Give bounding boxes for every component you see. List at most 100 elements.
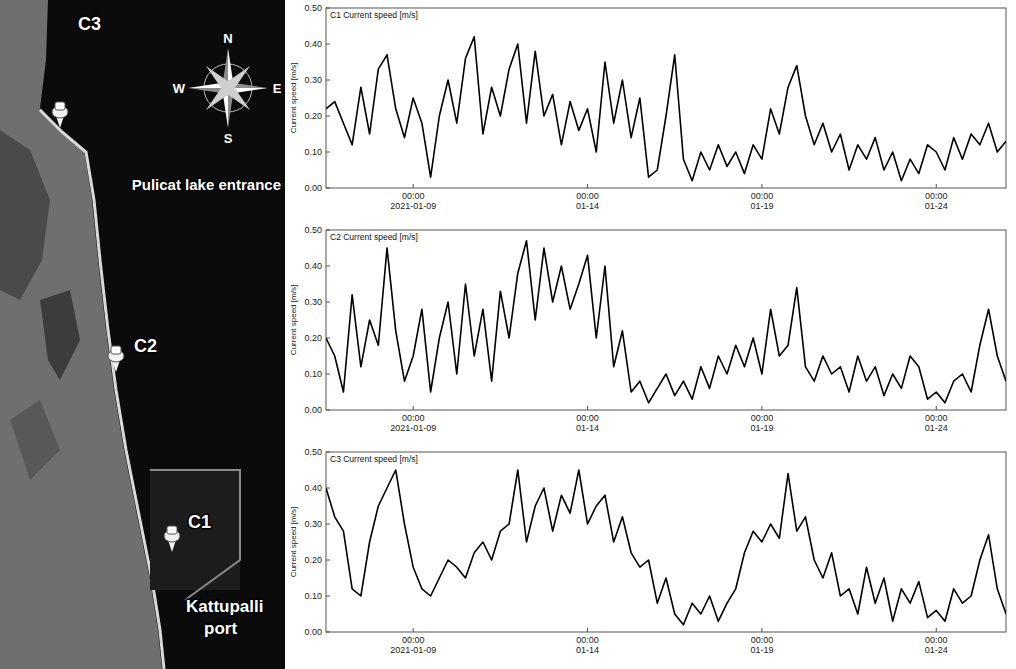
compass-label: W [173, 81, 186, 96]
y-tick-label: 0.50 [304, 225, 322, 235]
x-tick [413, 184, 414, 188]
compass-label: E [273, 81, 282, 96]
station-label: C3 [78, 14, 101, 34]
y-tick [326, 230, 330, 231]
x-tick-label-line: 00:00 [402, 635, 425, 645]
y-tick [326, 524, 330, 525]
y-tick-label: 0.30 [304, 297, 322, 307]
x-tick [936, 184, 937, 188]
x-tick-label-line: 01-14 [576, 645, 599, 655]
y-tick [326, 374, 330, 375]
x-tick-label-line: 01-19 [750, 201, 773, 211]
y-tick [326, 266, 330, 267]
place-label-line: Kattupalli [186, 597, 263, 616]
pin-cap [55, 102, 65, 110]
chart-panel: 0.00 0.10 0.20 0.30 0.40 0.50 00:00 2021-01-09 0… [289, 225, 1006, 433]
y-tick [326, 44, 330, 45]
compass-point [206, 84, 232, 110]
y-tick-label: 0.20 [304, 555, 322, 565]
y-axis-title: Current speed [m/s] [289, 285, 298, 355]
y-tick-label: 0.40 [304, 261, 322, 271]
x-tick-label-line: 2021-01-09 [390, 423, 436, 433]
plot-frame [326, 452, 1006, 632]
y-tick [326, 452, 330, 453]
series-group [326, 37, 1006, 181]
y-tick [326, 80, 330, 81]
land [0, 0, 162, 669]
x-tick-label-line: 2021-01-09 [390, 201, 436, 211]
y-tick [326, 116, 330, 117]
place-label: Kattupalli port [186, 597, 263, 638]
x-tick-label-line: 01-19 [750, 423, 773, 433]
y-tick-label: 0.00 [304, 183, 322, 193]
x-tick-label-line: 00:00 [576, 635, 599, 645]
compass-label: N [223, 31, 232, 46]
x-tick-label: 00:0001-24 [925, 191, 948, 211]
sea [0, 0, 285, 669]
pin-cap [111, 346, 121, 354]
y-tick [326, 188, 330, 189]
lake [40, 290, 80, 380]
x-tick [761, 628, 762, 632]
series-group [326, 241, 1006, 403]
compass-point [206, 66, 232, 92]
series-line [326, 241, 1006, 403]
x-tick-label-line: 00:00 [751, 191, 774, 201]
y-tick [326, 152, 330, 153]
y-tick [326, 596, 330, 597]
y-tick-label: 0.10 [304, 369, 322, 379]
figure: NESWC3C2C1Pulicat lake entranceKattupall… [0, 0, 1016, 669]
map-panel: NESWC3C2C1Pulicat lake entranceKattupall… [0, 0, 285, 669]
x-tick [761, 406, 762, 410]
x-tick-label: 00:0001-14 [576, 413, 599, 433]
x-tick-label-line: 00:00 [576, 413, 599, 423]
panel-title: C2 Current speed [m/s] [330, 232, 418, 242]
x-tick-label: 00:0001-24 [925, 413, 948, 433]
title-patch [328, 231, 420, 243]
x-tick-label-line: 01-24 [925, 645, 948, 655]
y-tick-label: 0.10 [304, 147, 322, 157]
x-tick-label: 00:002021-01-09 [390, 191, 436, 211]
x-tick [936, 406, 937, 410]
x-tick-label: 00:0001-19 [750, 413, 773, 433]
y-tick-label: 0.30 [304, 519, 322, 529]
x-tick-label-line: 00:00 [925, 413, 948, 423]
terrain [10, 400, 60, 480]
lake [0, 130, 50, 300]
pin [164, 526, 180, 552]
x-tick [587, 184, 588, 188]
x-tick [761, 184, 762, 188]
compass: N E S W [173, 31, 282, 146]
chart-panel: 0.000.100.200.300.400.5000:002021-01-090… [289, 3, 1006, 211]
y-tick [326, 302, 330, 303]
y-tick-label: 0.00 [304, 405, 322, 415]
y-axis-title: Current speed [m/s] [289, 63, 298, 133]
place-label-line: port [204, 619, 237, 638]
x-tick [587, 628, 588, 632]
x-tick-label-line: 00:00 [576, 191, 599, 201]
x-tick-label-line: 01-24 [925, 201, 948, 211]
series-group [326, 470, 1006, 625]
x-tick-label-line: 00:00 [751, 635, 774, 645]
breakwater [150, 470, 240, 600]
compass-label: S [224, 131, 233, 146]
pin [108, 346, 124, 372]
y-tick-label: 0.20 [304, 333, 322, 343]
y-axis-title: Current speed [m/s] [289, 507, 298, 577]
y-tick [326, 8, 330, 9]
x-tick-label-line: 01-24 [925, 423, 948, 433]
x-tick-label-line: 00:00 [402, 191, 425, 201]
x-tick-label: 00:0001-19 [750, 635, 773, 655]
x-tick-label-line: 2021-01-09 [390, 645, 436, 655]
plot-frame [326, 230, 1006, 410]
y-tick-label: 0.30 [304, 75, 322, 85]
x-tick-label: 00:002021-01-09 [390, 635, 436, 655]
x-tick-label-line: 00:00 [751, 413, 774, 423]
station-label: C1 [188, 512, 211, 532]
series-line [326, 37, 1006, 181]
x-tick-label-line: 00:00 [925, 635, 948, 645]
beach [40, 110, 164, 669]
y-tick-label: 0.10 [304, 591, 322, 601]
series-line [326, 470, 1006, 625]
x-tick-label-line: 01-14 [576, 201, 599, 211]
